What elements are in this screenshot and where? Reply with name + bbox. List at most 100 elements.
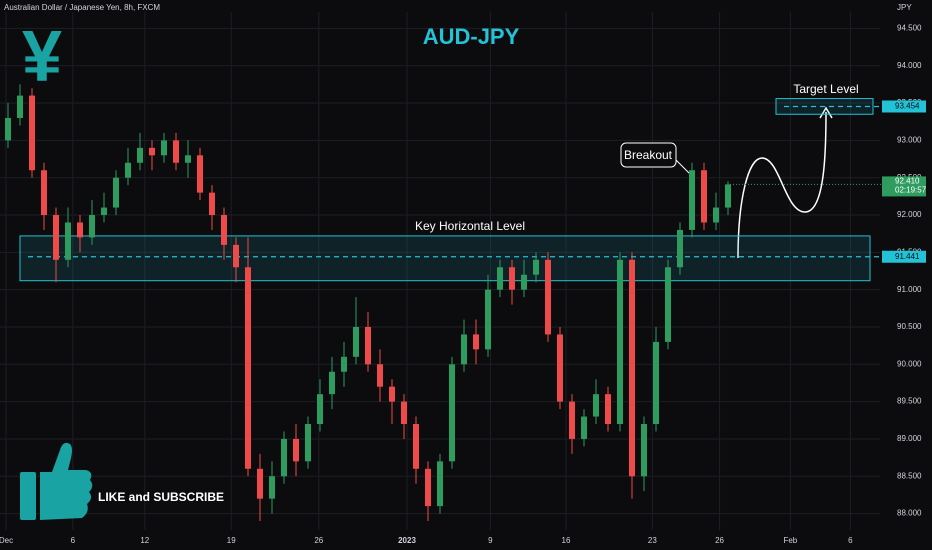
projection-arrow (737, 111, 827, 259)
candle-body (713, 207, 719, 223)
currency-label: JPY (897, 3, 912, 12)
thumbs-up-icon (20, 442, 93, 520)
x-tick-label: 23 (648, 536, 657, 545)
candle-body (533, 259, 539, 275)
footer-text: LIKE and SUBSCRIBE (98, 490, 224, 504)
candle-body (185, 155, 191, 163)
zone-label: Key Horizontal Level (415, 219, 525, 233)
candle-body (605, 394, 611, 425)
candle-body (317, 394, 323, 425)
y-tick-label: 91.000 (897, 285, 922, 294)
candle-body (365, 326, 371, 365)
candle-body (581, 416, 587, 439)
price-tag (882, 250, 926, 263)
candle-body (425, 468, 431, 507)
candle-body (497, 267, 503, 290)
candle-body (41, 170, 47, 216)
y-tick-label: 90.500 (897, 322, 922, 331)
candle-body (677, 229, 683, 268)
candle-body (689, 170, 695, 230)
candle-body (329, 371, 335, 395)
x-tick-label: 2023 (398, 536, 416, 545)
x-tick-label: 9 (488, 536, 493, 545)
candle-body (17, 95, 23, 118)
chart-header: Australian Dollar / Japanese Yen, 8h, FX… (4, 3, 160, 12)
candle-body (137, 147, 143, 163)
last-price-tag (882, 176, 926, 197)
y-tick-label: 94.000 (897, 61, 922, 70)
candle-body (53, 215, 59, 260)
candle-body (341, 356, 347, 372)
candle-body (245, 267, 251, 469)
candle-body (569, 401, 575, 439)
candle-body (353, 326, 359, 357)
candle-body (293, 438, 299, 462)
candle-body (161, 140, 167, 156)
candle-body (449, 364, 455, 462)
candle-body (65, 222, 71, 260)
candle-body (377, 364, 383, 387)
logo: ¥ (22, 17, 62, 97)
y-tick-label: 94.500 (897, 24, 922, 33)
chart-title: AUD-JPY (423, 24, 520, 49)
candle-body (485, 289, 491, 350)
y-tick-label: 88.500 (897, 471, 922, 480)
candle-body (557, 334, 563, 402)
candle-body (437, 461, 443, 507)
candle-body (701, 170, 707, 223)
candle-body (305, 424, 311, 462)
price-tag (882, 100, 926, 113)
y-tick-label: 92.000 (897, 210, 922, 219)
candle-body (89, 215, 95, 238)
candle-body (389, 386, 395, 402)
x-tick-label: Feb (783, 536, 797, 545)
candle-body (629, 259, 635, 477)
candle-body (257, 468, 263, 499)
breakout-label: Breakout (624, 148, 673, 162)
last-price-label: 92.410 (895, 177, 920, 186)
x-tick-label: 6 (71, 536, 76, 545)
candle-body (149, 147, 155, 156)
candle-body (269, 476, 275, 499)
price-tag-label: 93.454 (895, 102, 920, 111)
price-tag-label: 91.441 (895, 252, 920, 261)
candle-body (593, 394, 599, 417)
candle-body (461, 334, 467, 365)
y-tick-label: 90.000 (897, 359, 922, 368)
y-tick-label: 89.000 (897, 434, 922, 443)
candle-body (29, 95, 35, 171)
candle-body (101, 207, 107, 216)
zone (19, 235, 871, 282)
y-tick-label: 89.500 (897, 397, 922, 406)
candle-body (125, 162, 131, 178)
y-tick-label: 93.000 (897, 135, 922, 144)
candle-body (641, 424, 647, 477)
candle-body (209, 192, 215, 216)
candle-body (413, 424, 419, 469)
candle-body (281, 438, 287, 477)
zone-label: Target Level (793, 82, 858, 96)
y-tick-label: 88.000 (897, 509, 922, 518)
candle-body (509, 267, 515, 290)
candle-body (113, 177, 119, 208)
candle-body (77, 222, 83, 238)
candle-body (173, 140, 179, 163)
candle-body (665, 267, 671, 342)
candle-body (653, 341, 659, 425)
countdown-label: 02:19:57 (895, 186, 927, 195)
candle-body (617, 259, 623, 425)
candle-body (197, 155, 203, 193)
x-tick-label: 19 (227, 536, 236, 545)
candle-body (473, 334, 479, 350)
candle-body (221, 215, 227, 245)
candle-body (5, 117, 11, 141)
breakout-callout (620, 142, 677, 168)
candle-body (521, 274, 527, 290)
x-tick-label: 12 (140, 536, 149, 545)
x-tick-label: 26 (715, 536, 724, 545)
x-tick-label: Dec (0, 536, 13, 545)
x-tick-label: 6 (848, 536, 853, 545)
candle-body (725, 184, 731, 208)
